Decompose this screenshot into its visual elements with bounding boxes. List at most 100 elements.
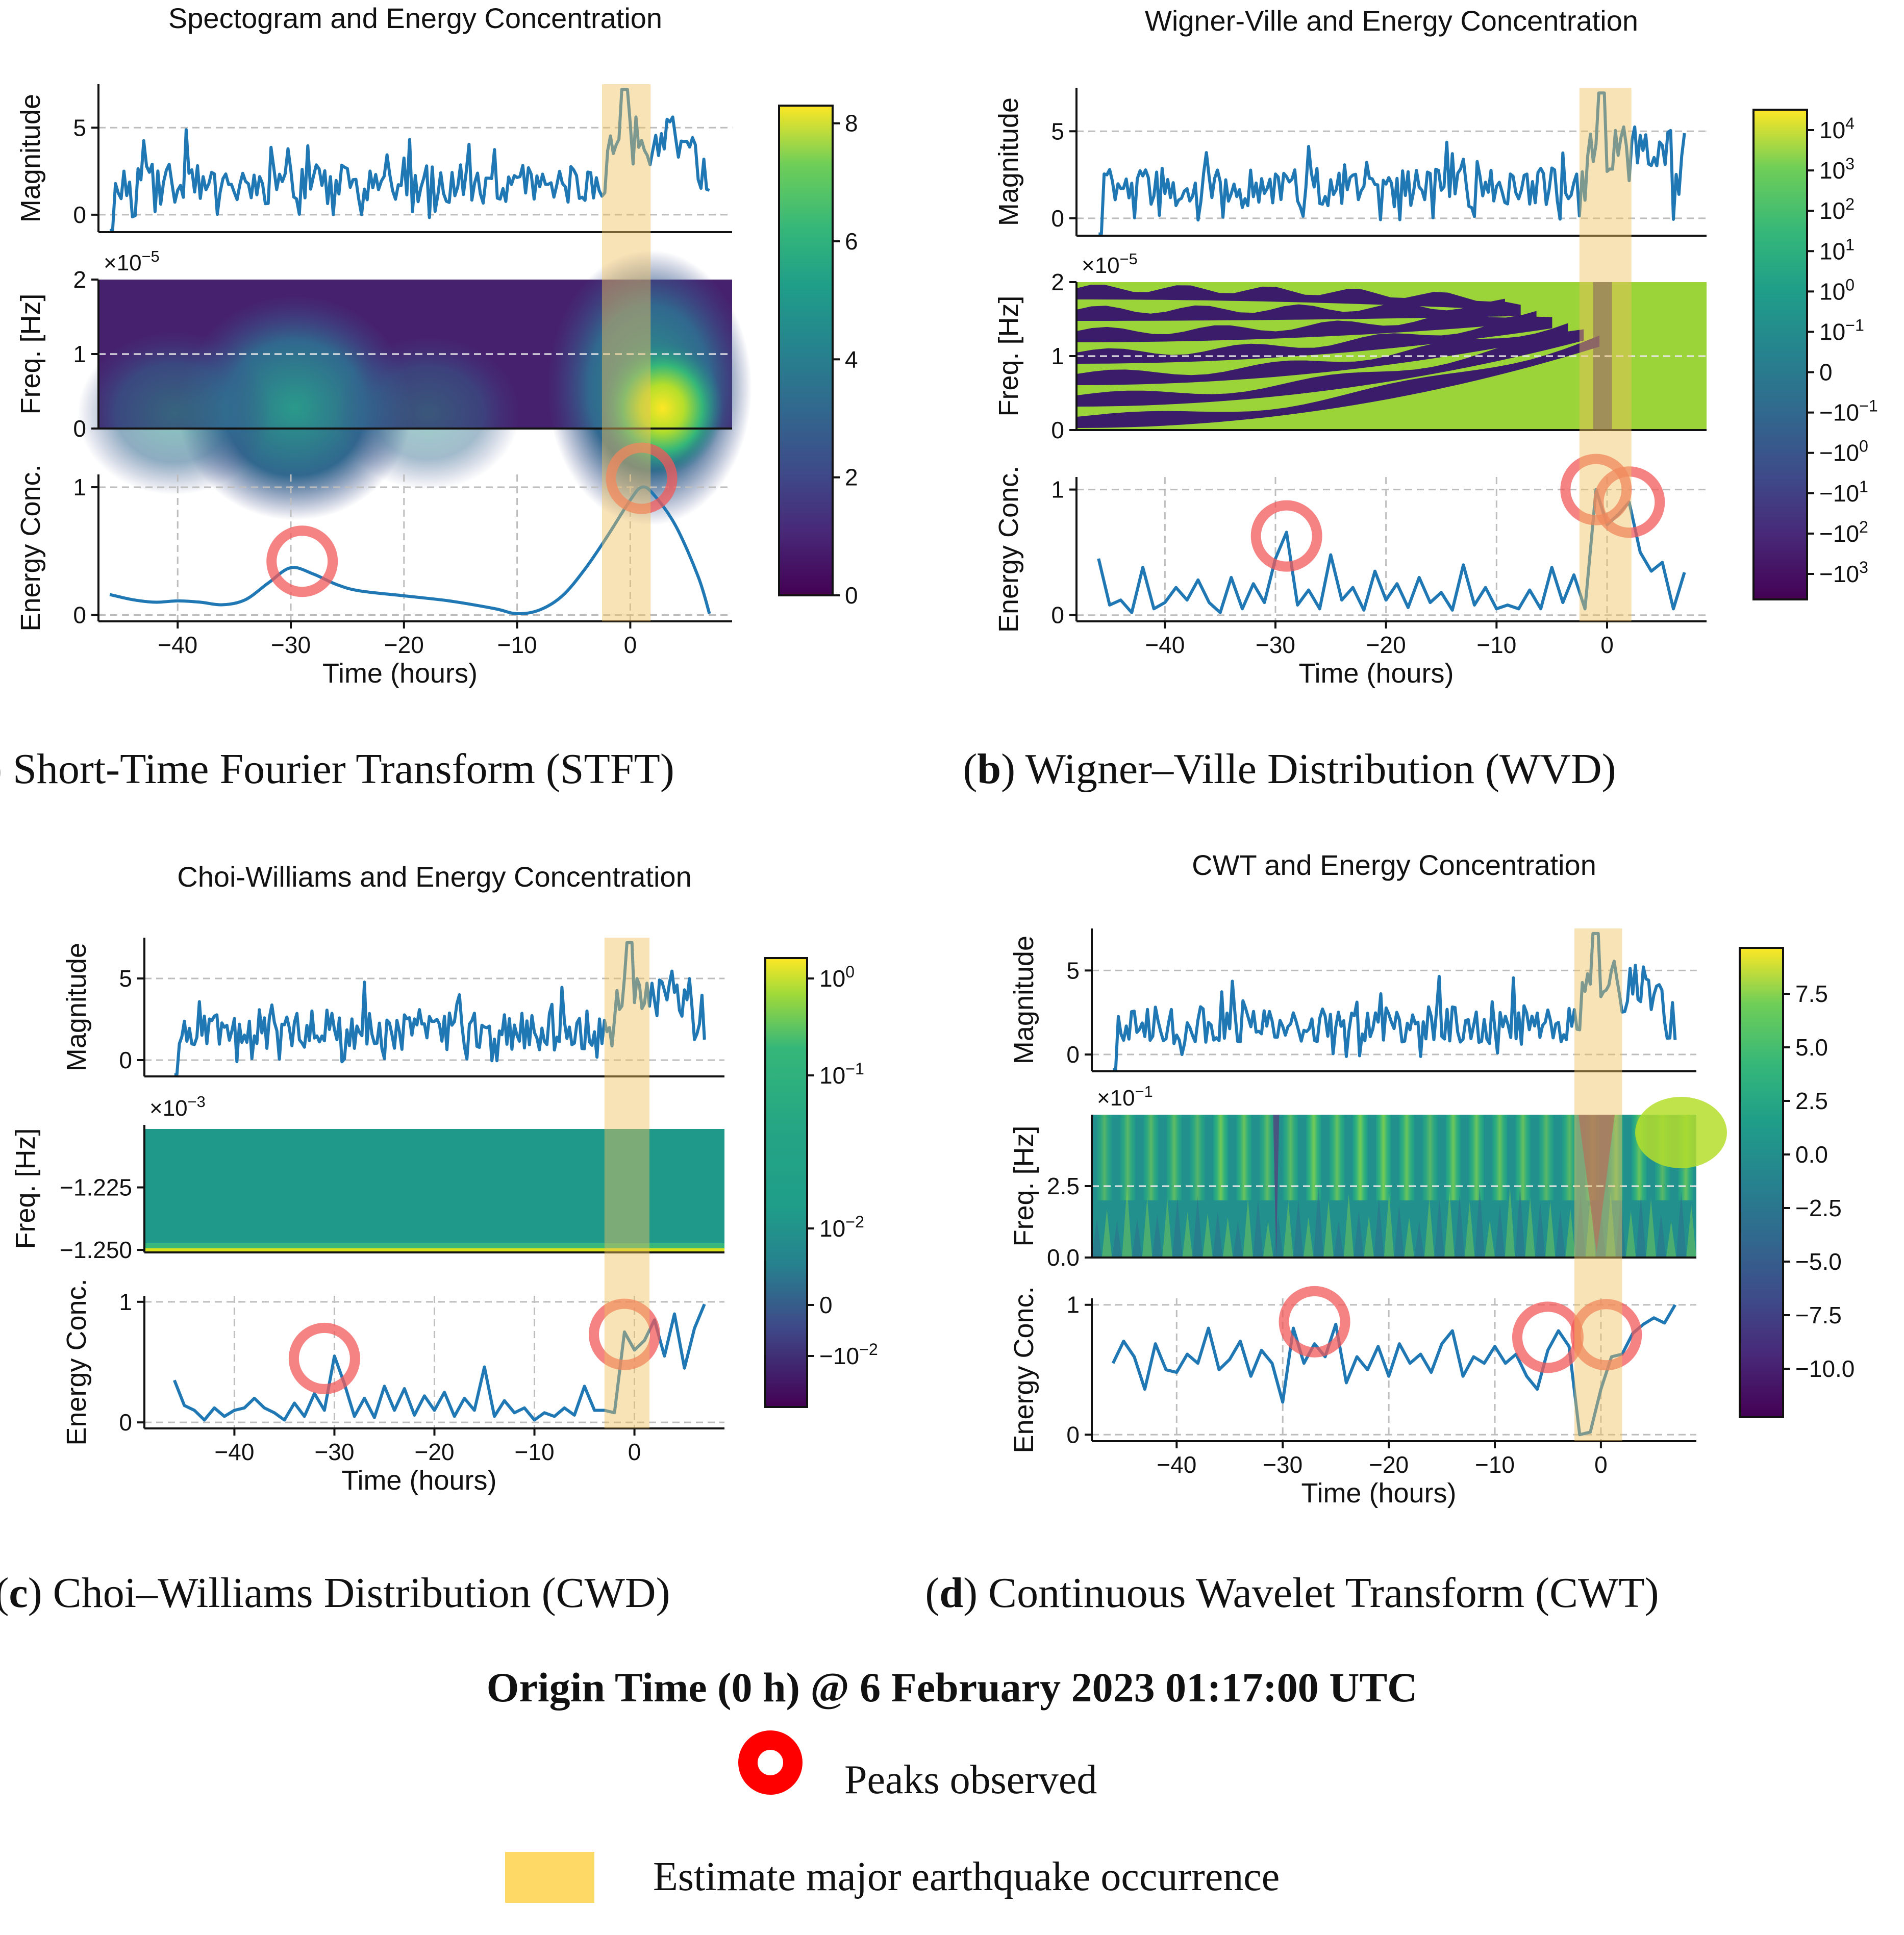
frequency-exponent-label: ×10−1 bbox=[1097, 1083, 1153, 1111]
heatmap-stripe bbox=[1293, 1199, 1304, 1258]
y-tick-label: 1 bbox=[73, 474, 86, 500]
heatmap-stripe bbox=[1525, 1197, 1535, 1258]
heatmap-stripe bbox=[1120, 1115, 1136, 1200]
peak-marker bbox=[1279, 1286, 1350, 1358]
heatmap-stripe bbox=[1485, 1220, 1495, 1258]
heatmap-stripe bbox=[1273, 1115, 1280, 1258]
y-tick-label: 1 bbox=[119, 1289, 132, 1315]
panel-caption: (a) Short-Time Fourier Transform (STFT) bbox=[0, 745, 674, 793]
panel-caption: (b) Wigner–Ville Distribution (WVD) bbox=[963, 745, 1616, 793]
heatmap-stripe bbox=[1364, 1216, 1374, 1258]
panel-caption: (d) Continuous Wavelet Transform (CWT) bbox=[925, 1569, 1659, 1617]
y-tick-label: −1.250 bbox=[60, 1237, 132, 1263]
colorbar-tick-label: 101 bbox=[1819, 235, 1855, 264]
heatmap-stripe bbox=[1374, 1198, 1384, 1258]
y-tick-label: 0 bbox=[73, 202, 86, 228]
heatmap-stripe bbox=[1233, 1221, 1243, 1258]
panel-a: Spectogram and Energy Concentration 0 5 Mag… bbox=[0, 2, 858, 793]
heatmap-stripe bbox=[1515, 1115, 1531, 1200]
heatmap-stripe bbox=[1434, 1198, 1445, 1258]
heatmap-hotspot bbox=[601, 342, 724, 474]
energy-subplot: 0 1 −40 −30 −20 −10 0 Time (hours) Energy Conc. bbox=[61, 1278, 724, 1496]
heatmap-background bbox=[144, 1129, 724, 1252]
heatmap-stripe bbox=[1092, 1219, 1102, 1258]
colorbar-tick-label: 102 bbox=[1819, 195, 1855, 224]
magnitude-line bbox=[174, 941, 706, 1076]
y-tick-label: 0 bbox=[73, 415, 86, 442]
heatmap-stripe bbox=[1625, 1211, 1636, 1258]
y-tick-label: 1 bbox=[1066, 1292, 1080, 1318]
heatmap-stripe bbox=[1263, 1221, 1273, 1258]
heatmap-stripe bbox=[1166, 1115, 1182, 1200]
colorbar-tick-label: 0 bbox=[819, 1292, 833, 1318]
earthquake-band bbox=[604, 938, 649, 1428]
magnitude-subplot: 0 5 Magnitude bbox=[15, 84, 732, 233]
energy-axis-label: Energy Conc. bbox=[15, 464, 46, 631]
panel-title: Spectogram and Energy Concentration bbox=[168, 2, 662, 34]
x-axis-label: Time (hours) bbox=[1301, 1478, 1456, 1509]
colorbar-tick-label: 2 bbox=[845, 464, 858, 491]
colorbar-tick-label: 10−2 bbox=[819, 1213, 864, 1242]
heatmap-stripe bbox=[1323, 1200, 1334, 1258]
x-tick-label: −20 bbox=[414, 1439, 454, 1465]
panel-b: Wigner-Ville and Energy Concentration 0 5 M… bbox=[963, 5, 1877, 793]
magnitude-line bbox=[1098, 91, 1686, 236]
frequency-axis-label: Freq. [Hz] bbox=[15, 293, 46, 414]
colorbar-tick-label: −103 bbox=[1819, 558, 1868, 587]
peak-marker bbox=[1593, 466, 1665, 538]
peak-marker bbox=[288, 1322, 360, 1394]
heatmap-stripe bbox=[1352, 1115, 1368, 1200]
heatmap-stripe bbox=[1538, 1115, 1554, 1200]
peak-marker bbox=[266, 525, 338, 597]
colorbar-tick-label: −10.0 bbox=[1795, 1355, 1855, 1382]
heatmap-stripe bbox=[1097, 1115, 1112, 1200]
colorbar-tick-label: −10−1 bbox=[1819, 397, 1878, 426]
heatmap-stripe bbox=[1182, 1212, 1193, 1258]
colorbar-tick-label: 0 bbox=[845, 582, 858, 609]
heatmap-stripe bbox=[1616, 1199, 1626, 1258]
frequency-exponent-label: ×10−5 bbox=[104, 247, 160, 276]
heatmap-stripe bbox=[1253, 1198, 1263, 1258]
heatmap-stripe bbox=[1469, 1115, 1484, 1200]
heatmap-stripe bbox=[1424, 1198, 1435, 1258]
heatmap-stripe bbox=[1565, 1209, 1575, 1258]
magnitude-line bbox=[110, 88, 710, 232]
heatmap-stripe bbox=[1585, 1194, 1596, 1258]
peak-marker bbox=[588, 1298, 660, 1370]
energy-line bbox=[1097, 488, 1686, 614]
colorbar-tick-label: 8 bbox=[845, 110, 858, 137]
panel-c: Choi-Williams and Energy Concentration 0 5… bbox=[0, 861, 878, 1617]
colorbar-tick-label: −2.5 bbox=[1795, 1195, 1842, 1221]
x-tick-label: −10 bbox=[1475, 1451, 1515, 1478]
x-tick-label: −40 bbox=[158, 632, 197, 658]
heatmap-stripe bbox=[1545, 1201, 1556, 1258]
y-tick-label: 0 bbox=[119, 1047, 132, 1073]
heatmap-stripe bbox=[1515, 1187, 1525, 1258]
heatmap-stripe bbox=[1444, 1191, 1455, 1258]
x-tick-label: −30 bbox=[271, 632, 311, 658]
x-tick-label: −10 bbox=[497, 632, 537, 658]
panel-d: CWT and Energy Concentration05Magnitude0… bbox=[925, 849, 1855, 1617]
heatmap-stripe bbox=[1455, 1195, 1465, 1258]
legend: Peaks observed Estimate major earthquake… bbox=[505, 1730, 1280, 1903]
heatmap-stripe bbox=[1578, 1115, 1615, 1252]
heatmap-stripe bbox=[1076, 329, 1584, 407]
energy-axis-label: Energy Conc. bbox=[1009, 1286, 1039, 1453]
heatmap-stripe bbox=[1152, 1214, 1163, 1258]
x-tick-label: −10 bbox=[1476, 632, 1516, 658]
heatmap-stripe bbox=[1575, 1193, 1586, 1258]
magnitude-line bbox=[1113, 932, 1677, 1071]
energy-axis-label: Energy Conc. bbox=[993, 466, 1024, 633]
heatmap-stripe bbox=[1076, 301, 1521, 321]
heatmap-stripe bbox=[1236, 1115, 1252, 1200]
y-tick-label: 5 bbox=[73, 114, 86, 141]
heatmap-stripe bbox=[1343, 1194, 1354, 1258]
y-tick-label: 1 bbox=[73, 341, 86, 367]
magnitude-subplot: 0 5 Magnitude bbox=[61, 938, 724, 1077]
y-tick-label: 0 bbox=[1066, 1421, 1080, 1448]
heatmap-stripe bbox=[1445, 1115, 1461, 1200]
y-tick-label: 0 bbox=[73, 601, 86, 628]
colorbar-tick-label: −5.0 bbox=[1795, 1248, 1842, 1275]
y-tick-label: 0 bbox=[1066, 1041, 1080, 1068]
heatmap-stripe bbox=[1303, 1217, 1314, 1258]
